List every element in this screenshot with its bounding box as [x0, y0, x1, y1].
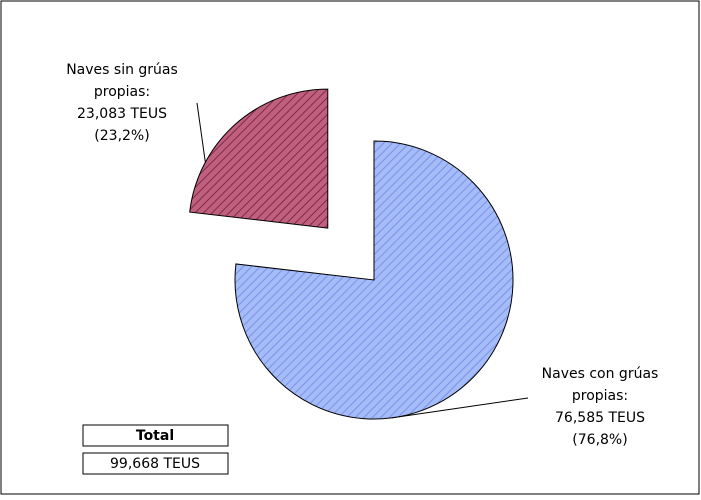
- pie-slice: [234, 140, 514, 420]
- slice-label: (23,2%): [94, 128, 149, 144]
- slice-label: Naves sin grúas: [66, 62, 178, 78]
- total-label: Total: [136, 428, 174, 444]
- slice-label: (76,8%): [572, 432, 627, 448]
- leader-line: [391, 397, 529, 419]
- total-value-box: [82, 452, 229, 475]
- total-value: 99,668 TEUS: [110, 456, 200, 472]
- slice-label: 23,083 TEUS: [77, 106, 167, 122]
- slice-label: propias:: [94, 84, 150, 100]
- pie-slice: [189, 88, 329, 229]
- leader-line: [196, 102, 206, 163]
- slice-label: propias:: [572, 388, 628, 404]
- total-header-box: [82, 424, 229, 447]
- slice-label: 76,585 TEUS: [555, 410, 645, 426]
- slice-label: Naves con grúas: [542, 366, 659, 382]
